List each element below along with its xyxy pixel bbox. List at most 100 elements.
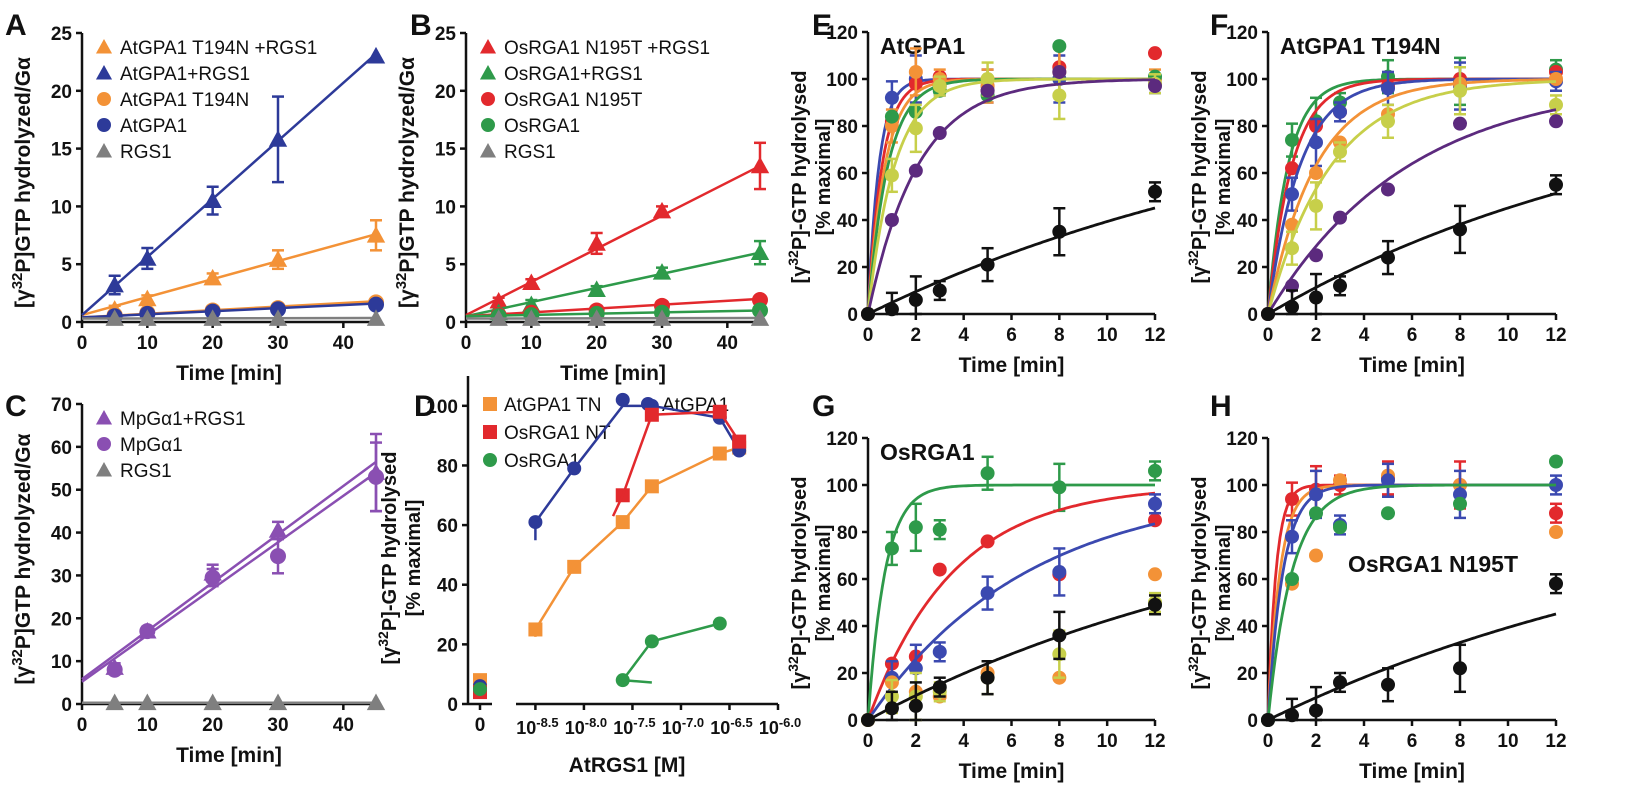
fit-line	[81, 471, 377, 683]
y-tick-label: 20	[51, 82, 72, 103]
x-tick-label: 10	[137, 715, 158, 736]
data-point	[908, 64, 923, 79]
data-point	[884, 302, 899, 317]
y-tick-label: 60	[437, 516, 458, 537]
data-point	[138, 309, 157, 326]
y-axis-label: [γ32P]-GTP hydrolysed	[785, 476, 811, 689]
series-atgpa1-tn	[473, 440, 747, 688]
x-axis-label: Time [min]	[959, 354, 1065, 377]
data-point	[1261, 307, 1275, 321]
data-point	[138, 289, 157, 307]
y-tick-label: 40	[837, 211, 858, 232]
y-tick-label: 120	[826, 429, 858, 450]
x-tick-label: 10-6.0	[759, 715, 801, 738]
series-atgpa1	[81, 296, 384, 325]
series-purple	[1261, 108, 1563, 321]
series-orange	[1261, 468, 1563, 727]
y-tick-label: 100	[1226, 70, 1258, 91]
y-tick-label: 30	[51, 566, 72, 587]
series-rgs1	[465, 309, 770, 326]
y-tick-label: 5	[61, 255, 72, 276]
data-point	[652, 263, 672, 280]
x-tick-label: 0	[1263, 325, 1274, 346]
y-axis-label: [γ32P]GTP hydrolyzed/Gα	[393, 57, 419, 308]
x-axis-label: Time [min]	[176, 744, 282, 767]
data-point	[750, 309, 770, 326]
data-point	[1549, 506, 1563, 521]
data-point	[1453, 496, 1467, 511]
data-point	[884, 109, 899, 124]
y-tick-label: 100	[1226, 476, 1258, 497]
data-point	[908, 520, 923, 535]
data-point	[1333, 520, 1347, 535]
data-point	[750, 243, 770, 260]
data-point	[1453, 83, 1467, 98]
panel-letter-e: E	[812, 9, 832, 42]
y-tick-label: 0	[1247, 305, 1258, 326]
panel-title: AtGPA1 T194N	[1280, 33, 1441, 59]
data-point	[1453, 222, 1467, 237]
x-tick-label: 6	[1006, 731, 1017, 752]
data-point	[1309, 290, 1323, 305]
y-tick-label: 20	[837, 664, 858, 685]
data-point	[1285, 161, 1299, 176]
data-point	[1148, 496, 1162, 511]
y-axis-label: [γ32P]-GTP hydrolysed	[1185, 476, 1211, 689]
fit-line	[465, 251, 761, 318]
legend-marker	[95, 409, 113, 425]
y-tick-label: 100	[826, 70, 858, 91]
fit-line	[81, 316, 377, 320]
y-axis-label: [γ32P]GTP hydrolyzed/Gα	[9, 57, 35, 308]
x-tick-label: 40	[717, 333, 738, 354]
panel-title: AtGPA1	[880, 33, 965, 59]
data-point	[652, 201, 672, 219]
panel-letter-c: C	[5, 390, 27, 423]
series-osrga1-nt	[473, 404, 747, 700]
data-point	[139, 623, 156, 640]
legend-marker	[479, 64, 497, 80]
x-tick-label: 12	[1144, 731, 1165, 752]
data-point	[1333, 675, 1347, 690]
data-point	[1052, 480, 1067, 495]
y-tick-label: 100	[826, 476, 858, 497]
y-axis-label-unit: [% maximal]	[1213, 525, 1235, 642]
data-point	[932, 644, 947, 659]
x-tick-label: 2	[1311, 325, 1322, 346]
data-point	[203, 268, 222, 286]
y-tick-label: 40	[51, 524, 72, 545]
data-point	[980, 586, 995, 601]
x-tick-label: 10	[1497, 325, 1518, 346]
y-tick-label: 0	[61, 695, 72, 716]
y-tick-label: 40	[437, 576, 458, 597]
y-tick-label: 60	[837, 164, 858, 185]
y-tick-label: 20	[1237, 258, 1258, 279]
data-point	[932, 79, 947, 94]
data-point	[980, 72, 995, 86]
data-point	[366, 46, 386, 64]
data-point	[1148, 463, 1162, 478]
data-point	[1285, 187, 1299, 202]
x-tick-label: 4	[958, 731, 969, 752]
y-tick-label: 20	[51, 609, 72, 630]
x-tick-label: 8	[1455, 325, 1466, 346]
data-point	[1285, 492, 1299, 507]
x-tick-label: 8	[1054, 731, 1065, 752]
data-point	[1052, 64, 1067, 79]
x-tick-label: 0	[1263, 731, 1274, 752]
y-tick-label: 80	[1237, 117, 1258, 138]
data-point	[884, 168, 899, 183]
data-point	[1148, 567, 1162, 582]
legend-label: RGS1	[120, 461, 172, 482]
y-tick-label: 15	[435, 140, 457, 161]
y-tick-label: 20	[1237, 664, 1258, 685]
y-tick-label: 40	[1237, 617, 1258, 638]
data-point	[268, 521, 288, 538]
data-point	[1549, 72, 1563, 86]
x-tick-label: 10-6.5	[710, 715, 752, 738]
data-point	[1309, 166, 1323, 180]
legend-label: OsRGA1+RGS1	[504, 64, 643, 85]
y-axis-label-unit: [% maximal]	[1213, 119, 1235, 236]
legend-marker	[481, 92, 495, 106]
data-point	[980, 257, 995, 272]
series-black	[1261, 174, 1563, 321]
